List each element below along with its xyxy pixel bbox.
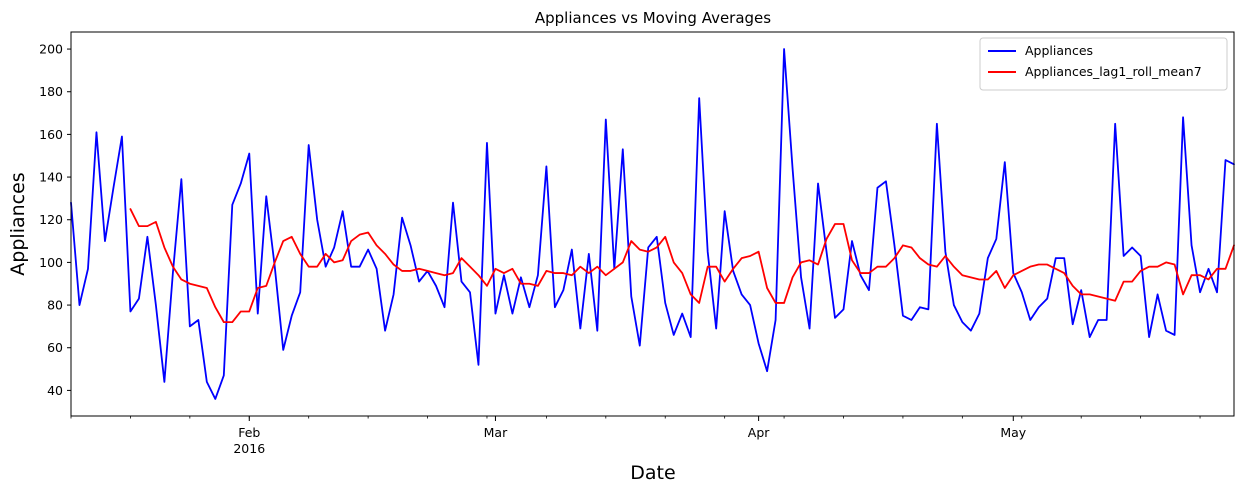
y-tick-label: 200 <box>39 42 63 57</box>
x-axis-title: Date <box>630 462 675 484</box>
y-tick-label: 40 <box>47 383 63 398</box>
legend-label-rolling-mean: Appliances_lag1_roll_mean7 <box>1025 64 1202 79</box>
x-tick-label: Feb <box>238 425 260 440</box>
y-tick-label: 80 <box>47 298 63 313</box>
y-tick-label: 160 <box>39 127 63 142</box>
y-tick-label: 120 <box>39 212 63 227</box>
x-tick-label: Apr <box>748 425 770 440</box>
y-tick-label: 180 <box>39 84 63 99</box>
y-tick-label: 60 <box>47 340 63 355</box>
y-axis-title: Appliances <box>7 172 29 275</box>
series-line-0 <box>70 48 1235 400</box>
chart-title: Appliances vs Moving Averages <box>535 9 771 27</box>
plot-area <box>70 48 1235 400</box>
legend-box <box>979 37 1228 91</box>
y-tick-label: 140 <box>39 170 63 185</box>
x-tick-sublabel: 2016 <box>233 441 265 456</box>
legend: Appliances Appliances_lag1_roll_mean7 <box>979 37 1228 91</box>
legend-label-appliances: Appliances <box>1025 43 1093 58</box>
plot-frame <box>70 31 1235 417</box>
x-tick-label: May <box>1000 425 1026 440</box>
x-tick-label: Mar <box>484 425 508 440</box>
y-tick-label: 100 <box>39 255 63 270</box>
series-line-1 <box>129 208 1235 324</box>
y-axis: 40 60 80 100 120 140 160 180 200 <box>39 42 71 398</box>
